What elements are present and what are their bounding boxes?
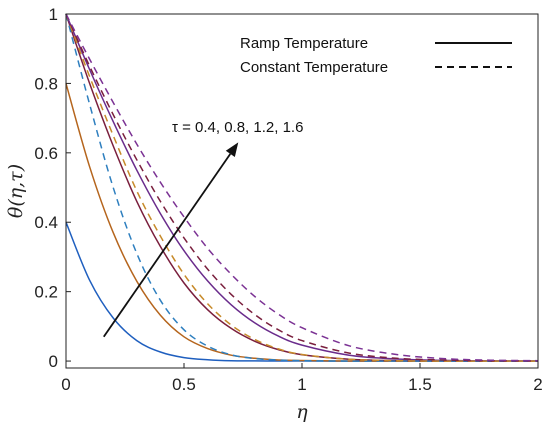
y-tick-label: 0.4 bbox=[34, 213, 58, 232]
tau-arrow bbox=[103, 153, 232, 338]
tau-arrow-head bbox=[225, 142, 239, 158]
y-tick-label: 0.6 bbox=[34, 144, 58, 163]
y-tick-label: 1 bbox=[49, 5, 58, 24]
x-tick-label: 0 bbox=[61, 375, 70, 394]
axis-ticks: 0 0.5 1 1.5 2 0 0.2 0.4 0.6 0.8 1 bbox=[34, 5, 542, 394]
x-tick-label: 1.5 bbox=[408, 375, 432, 394]
tau-annotation: τ = 0.4, 0.8, 1.2, 1.6 bbox=[103, 119, 303, 338]
legend-constant-label: Constant Temperature bbox=[240, 59, 388, 76]
legend: Ramp Temperature Constant Temperature bbox=[240, 35, 512, 76]
y-tick-label: 0.8 bbox=[34, 74, 58, 93]
tau-annotation-text: τ = 0.4, 0.8, 1.2, 1.6 bbox=[172, 119, 303, 136]
y-axis-label: θ(η,τ) bbox=[5, 164, 27, 218]
chart-marks bbox=[65, 13, 539, 362]
series-line-dashed-tau-1-6 bbox=[65, 13, 539, 362]
y-tick-label: 0.2 bbox=[34, 283, 58, 302]
x-axis-label: η bbox=[296, 401, 308, 423]
y-tick-label: 0 bbox=[49, 352, 58, 371]
x-tick-label: 0.5 bbox=[172, 375, 196, 394]
legend-ramp-label: Ramp Temperature bbox=[240, 35, 368, 52]
series-line-dashed-tau-1-2 bbox=[65, 13, 539, 362]
x-tick-label: 1 bbox=[297, 375, 306, 394]
x-tick-label: 2 bbox=[533, 375, 542, 394]
